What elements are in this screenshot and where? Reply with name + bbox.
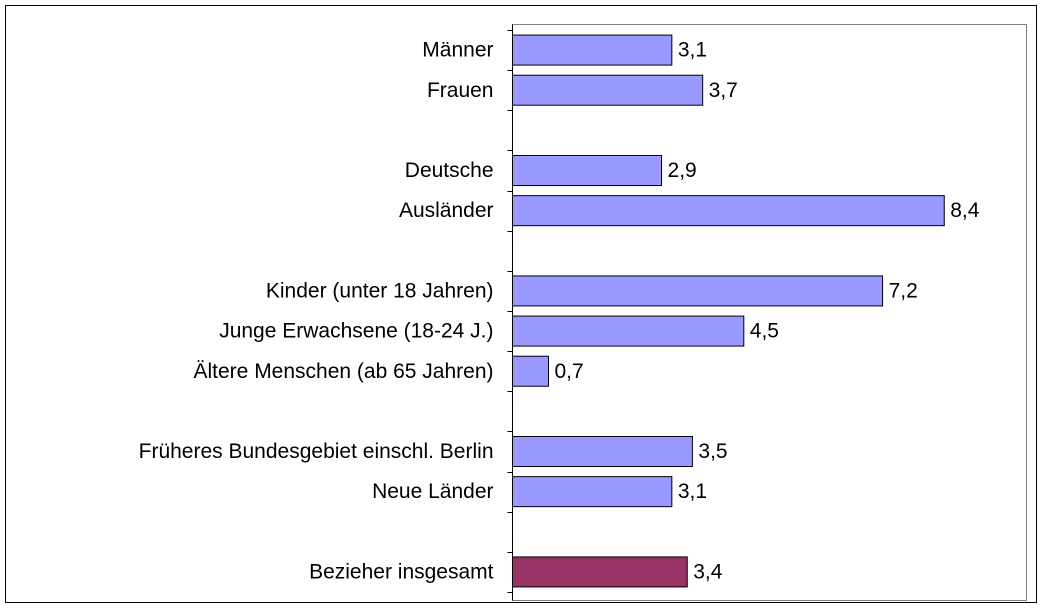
bar <box>512 556 688 588</box>
bar <box>512 476 673 508</box>
value-label: 2,9 <box>668 159 697 182</box>
category-label: Bezieher insgesamt <box>309 560 494 583</box>
value-label: 3,1 <box>678 39 707 62</box>
value-label: 3,7 <box>709 79 738 102</box>
category-label: Neue Länder <box>372 480 493 503</box>
bar <box>512 275 884 307</box>
category-label: Deutsche <box>405 159 494 182</box>
value-label: 3,1 <box>678 480 707 503</box>
bar <box>512 355 549 387</box>
value-label: 8,4 <box>950 199 980 222</box>
category-label: Ausländer <box>399 199 494 222</box>
value-label: 4,5 <box>750 320 779 343</box>
bar <box>512 195 945 227</box>
value-label: 3,4 <box>693 560 723 583</box>
category-label: Kinder (unter 18 Jahren) <box>266 279 494 302</box>
category-label: Junge Erwachsene (18-24 J.) <box>219 320 493 343</box>
value-label: 0,7 <box>554 360 583 383</box>
bar <box>512 34 673 66</box>
bar <box>512 315 745 347</box>
value-label: 3,5 <box>698 440 727 463</box>
bar <box>512 155 663 186</box>
category-label: Männer <box>422 39 493 62</box>
plot-area <box>512 24 1027 601</box>
bar <box>512 436 693 467</box>
category-label: Frauen <box>427 79 494 102</box>
bar <box>512 74 704 106</box>
category-label: Früheres Bundesgebiet einschl. Berlin <box>139 440 494 463</box>
category-label: Ältere Menschen (ab 65 Jahren) <box>194 360 494 383</box>
value-label: 7,2 <box>889 279 918 302</box>
